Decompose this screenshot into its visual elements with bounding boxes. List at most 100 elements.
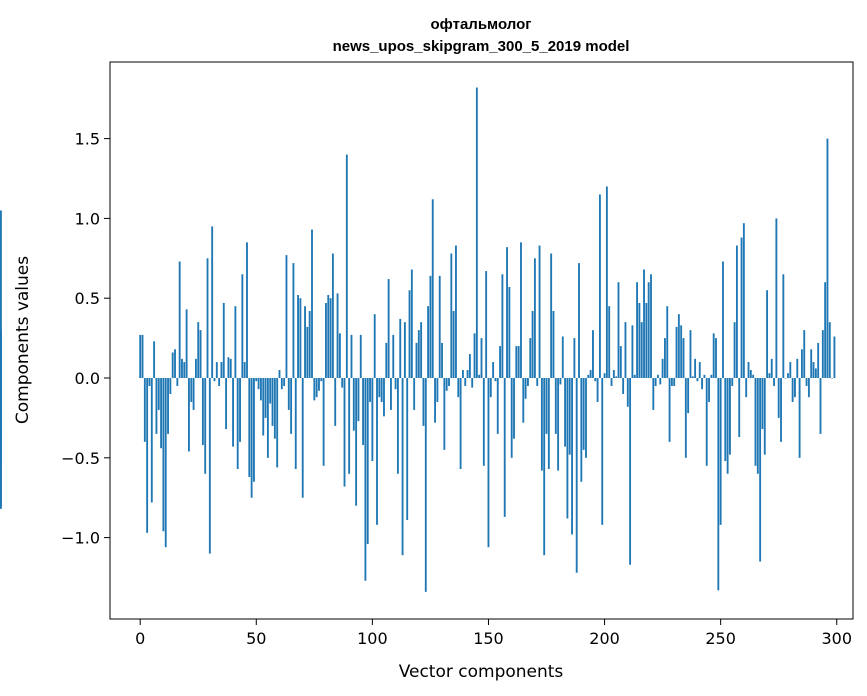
bar-component-208 <box>622 378 625 394</box>
bar-component-57 <box>271 378 274 426</box>
bar-component-25 <box>197 322 200 379</box>
bar-component-205 <box>615 376 618 379</box>
bar-component-46 <box>246 242 248 379</box>
bar-component-174 <box>543 378 546 556</box>
bar-component-262 <box>747 362 750 379</box>
bar-component-8 <box>157 378 160 410</box>
bar-component-91 <box>350 334 353 378</box>
bar-component-85 <box>336 293 339 379</box>
bar-component-90 <box>348 378 351 474</box>
bar-component-3 <box>146 378 149 533</box>
bar-component-11 <box>164 378 167 548</box>
bar-component-167 <box>527 378 529 386</box>
bar-component-101 <box>373 314 376 379</box>
bar-component-264 <box>752 374 755 378</box>
bar-component-254 <box>729 378 731 455</box>
bar-component-293 <box>819 378 822 434</box>
chart-title: офтальмолог <box>431 16 532 33</box>
bar-component-287 <box>805 378 808 386</box>
bar-component-236 <box>687 378 690 414</box>
bar-component-257 <box>735 245 738 379</box>
bar-component-29 <box>206 258 209 379</box>
bar-component-32 <box>213 378 216 382</box>
bar-component-95 <box>359 334 362 378</box>
y-axis-label: Components values <box>13 256 33 424</box>
bar-component-246 <box>710 374 713 378</box>
bar-component-47 <box>248 378 251 477</box>
bar-component-124 <box>427 306 430 379</box>
y-tick-label: 1.5 <box>75 130 100 149</box>
bar-component-221 <box>652 378 655 410</box>
bar-component-69 <box>299 298 302 379</box>
bar-component-107 <box>387 279 390 378</box>
bar-component-267 <box>759 378 762 562</box>
bar-component-269 <box>763 378 766 455</box>
bar-component-258 <box>738 378 741 438</box>
bar-component-154 <box>496 378 499 434</box>
bar-component-256 <box>733 322 736 379</box>
bar-component-56 <box>269 378 272 404</box>
bar-component-145 <box>475 87 478 379</box>
bar-component-137 <box>457 378 460 398</box>
bar-component-195 <box>592 330 594 379</box>
bar-component-28 <box>204 378 207 474</box>
bar-component-129 <box>438 275 441 378</box>
bar-component-226 <box>664 338 666 379</box>
bar-component-295 <box>824 282 827 379</box>
bar-component-152 <box>492 362 495 379</box>
plot-frame <box>109 61 854 620</box>
bar-component-261 <box>745 378 748 398</box>
bar-component-106 <box>385 342 388 378</box>
bar-component-290 <box>812 362 815 379</box>
bar-component-280 <box>789 362 792 379</box>
bar-component-218 <box>645 302 648 378</box>
bar-component-12 <box>167 378 169 434</box>
bar-component-171 <box>536 378 539 386</box>
bar-component-33 <box>215 362 218 379</box>
x-tick-label: 0 <box>135 629 145 648</box>
bar-component-13 <box>169 378 172 394</box>
bar-component-249 <box>717 378 720 591</box>
bar-component-92 <box>352 378 355 431</box>
bar-component-75 <box>313 378 316 401</box>
bar-component-100 <box>371 378 374 461</box>
bar-component-286 <box>803 330 806 379</box>
bar-component-278 <box>784 378 787 379</box>
bar-component-201 <box>605 186 608 379</box>
bar-component-281 <box>791 378 794 402</box>
bar-component-189 <box>578 263 580 378</box>
bar-component-80 <box>325 302 327 378</box>
bar-component-191 <box>582 378 585 450</box>
bar-component-6 <box>153 341 156 379</box>
bar-component-132 <box>445 378 448 391</box>
bar-component-149 <box>485 271 488 378</box>
bar-component-289 <box>810 349 813 379</box>
bar-component-168 <box>529 338 532 379</box>
bar-component-184 <box>566 378 569 519</box>
y-axis-ticks: −1.0 −0.5 0.0 0.5 1.0 1.5 <box>61 130 110 548</box>
bar-component-26 <box>199 330 202 379</box>
bar-component-148 <box>482 378 485 466</box>
bar-component-16 <box>176 378 179 386</box>
bar-component-199 <box>601 378 604 525</box>
bar-component-14 <box>171 352 174 379</box>
bar-component-179 <box>554 378 557 434</box>
bar-component-166 <box>524 378 527 399</box>
y-tick-label: 0.5 <box>75 289 100 308</box>
bar-component-299 <box>833 336 836 379</box>
bar-component-232 <box>677 314 680 379</box>
y-tick-label: −0.5 <box>61 449 100 468</box>
bar-component-164 <box>520 242 522 379</box>
bar-component-158 <box>506 247 508 378</box>
bar-component-41 <box>234 306 237 379</box>
bar-component-242 <box>701 378 704 390</box>
bar-component-140 <box>464 378 467 386</box>
bar-component-230 <box>673 378 676 386</box>
bar-component-233 <box>680 325 683 379</box>
bar-component-186 <box>571 378 573 535</box>
bar-component-296 <box>826 138 829 379</box>
bar-component-190 <box>580 378 583 482</box>
bar-component-55 <box>266 378 269 458</box>
bar-component-59 <box>276 378 279 468</box>
bar-component-223 <box>657 374 659 378</box>
